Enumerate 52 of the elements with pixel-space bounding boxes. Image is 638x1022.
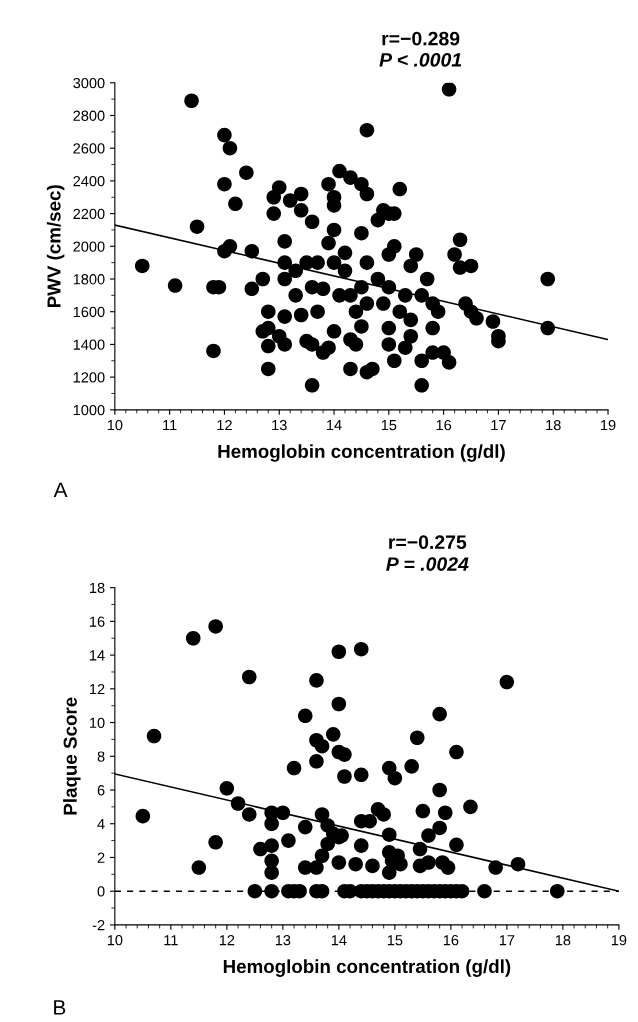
y-axis-title: PWV (cm/sec): [46, 185, 65, 308]
text: P < .0001: [379, 52, 462, 67]
x-tick-label: 12: [217, 419, 232, 431]
x-axis-title: Hemoglobin concentration (g/dl): [218, 444, 505, 462]
text: B: [54, 1000, 66, 1015]
y-tick-label: 0: [97, 886, 105, 897]
x-tick-label: 19: [611, 935, 627, 946]
x-tick-label: 12: [219, 935, 235, 946]
x-tick-label: 14: [331, 935, 347, 946]
x-tick-label: 16: [436, 419, 452, 431]
y-tick-label: 1200: [73, 372, 105, 383]
x-tick-label: 19: [601, 419, 616, 431]
x-tick-label: 17: [499, 935, 515, 946]
x-axis-title: Hemoglobin concentration (g/dl): [223, 959, 511, 977]
x-tick-label: 13: [275, 935, 291, 946]
x-tick-label: 17: [491, 420, 506, 431]
y-tick-label: 2000: [73, 241, 105, 252]
x-tick-label: 10: [107, 419, 123, 431]
x-tick-label: 16: [443, 935, 459, 946]
x-tick-label: 11: [163, 420, 177, 431]
x-tick-label: 18: [555, 935, 571, 946]
y-tick-label: 1400: [73, 339, 105, 350]
y-tick-label: 1600: [73, 306, 105, 318]
y-tick-label: 10: [90, 717, 105, 728]
x-tick-label: 18: [546, 419, 561, 431]
text: P = .0024: [386, 557, 469, 571]
text: r=−0.289: [382, 31, 460, 46]
x-tick-label: 13: [272, 419, 287, 431]
x-tick-label: 10: [107, 935, 123, 946]
text: r=−0.275: [389, 535, 467, 550]
y-tick-label: 14: [90, 650, 105, 661]
y-tick-label: 16: [90, 616, 105, 627]
x-tick-label: 15: [381, 420, 397, 431]
y-tick-label: 2800: [73, 110, 105, 121]
y-tick-label: 8: [97, 751, 105, 762]
y-tick-label: 2400: [73, 175, 105, 187]
y-tick-label: -2: [92, 920, 105, 931]
x-tick-label: 14: [327, 420, 342, 431]
x-tick-label: 11: [164, 935, 178, 946]
x-tick-label: 15: [387, 935, 403, 946]
y-tick-label: 4: [97, 818, 105, 830]
y-tick-label: 18: [90, 582, 105, 594]
y-tick-label: 1000: [73, 404, 105, 416]
y-tick-label: 2: [97, 852, 105, 863]
y-tick-label: 2200: [73, 208, 105, 220]
y-tick-label: 2600: [73, 143, 105, 154]
y-tick-label: 3000: [73, 77, 105, 89]
y-axis-title: Plaque Score: [63, 697, 81, 815]
y-tick-label: 6: [97, 785, 105, 796]
y-tick-label: 1800: [73, 274, 105, 285]
y-tick-label: 12: [90, 683, 105, 695]
text: A: [53, 482, 68, 497]
